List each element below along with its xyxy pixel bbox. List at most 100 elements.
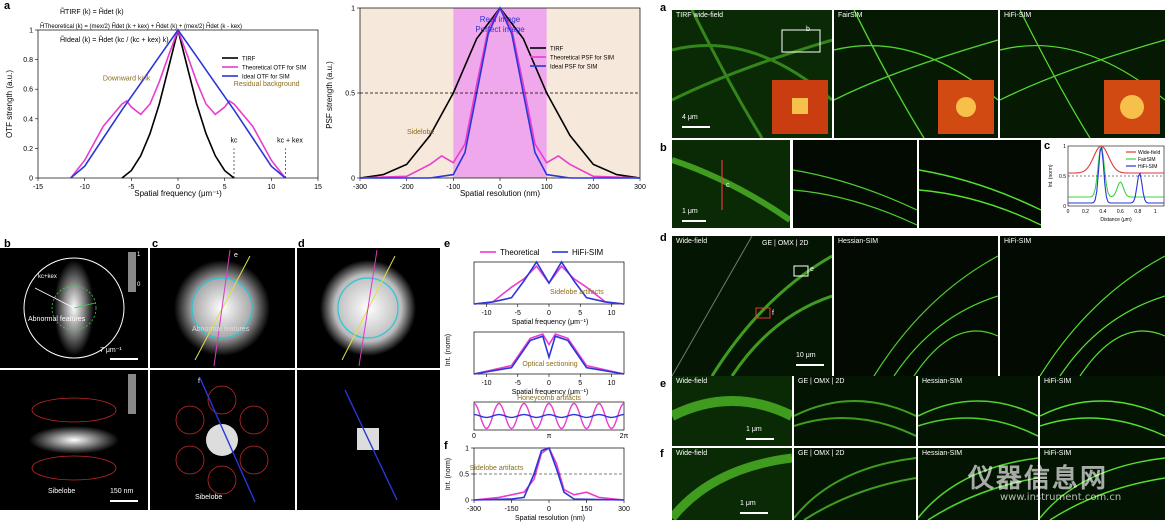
- right-label-d: d: [660, 232, 667, 244]
- e-charts: Theoretical HiFi-SIM -10 -5 0 5 10 Spatial freq…: [445, 248, 629, 440]
- legend-label: TIRF: [550, 47, 564, 53]
- c-y-tick-label: 0: [1063, 204, 1066, 210]
- x-tick-label: 100: [541, 184, 553, 191]
- annotation-downward-kink: Downward kink: [103, 75, 151, 82]
- label-f-omx: GE | OMX | 2D: [798, 450, 845, 457]
- series-line-ideal-otf-for-sim: [70, 28, 286, 179]
- y-tick-label: 0: [351, 176, 355, 183]
- c-y-label: Int. (norm): [1048, 164, 1054, 187]
- x-tick-label: -150: [504, 506, 518, 513]
- label-e-hifisim: HiFi-SIM: [1044, 378, 1072, 385]
- label-fairsim: FairSIM: [838, 12, 863, 19]
- right-label-f: f: [660, 448, 664, 460]
- c-e-marker: e: [234, 252, 238, 259]
- e3-x-tick-label: π: [547, 433, 552, 440]
- c-f-marker: f: [198, 378, 200, 385]
- label-e-widefield: Wide-field: [676, 378, 708, 385]
- x-tick-label: 15: [314, 184, 322, 191]
- series-line-theoretical-otf-for-sim: [70, 27, 286, 179]
- e3-x-tick-label: 2π: [620, 433, 629, 440]
- otf-d-image: [297, 248, 440, 368]
- series-line-theoretical: [473, 333, 625, 375]
- label-d-hifisim: HiFi-SIM: [1004, 238, 1032, 245]
- c-x-tick-label: 0.8: [1134, 209, 1141, 215]
- e2-x-label: Spatial frequency (μm⁻¹): [512, 389, 589, 396]
- c-series-wide-field: [1068, 145, 1164, 174]
- scale-bar-f: [740, 512, 768, 514]
- annotation-sidelobe: Sidelobe: [407, 129, 434, 136]
- label-d-hessian: Hessian-SIM: [838, 238, 879, 245]
- f-chart: -300 -150 0 150 300 0 0.5 1 Spatial resolution (…: [445, 446, 630, 523]
- c-x-tick-label: 0.2: [1082, 209, 1089, 215]
- y-tick-label: 0.8: [23, 57, 33, 64]
- c-x-label: Distance (μm): [1100, 217, 1132, 223]
- x-tick-label: 0: [547, 506, 551, 513]
- y-axis-label: PSF strength (a.u.): [325, 61, 334, 129]
- otf-b-image: Abnormal features kc+kex 7 μm⁻¹ 1 0: [0, 248, 148, 368]
- img-b-widefield: c 1 μm: [672, 140, 790, 228]
- c-y-tick-label: 1: [1063, 144, 1066, 150]
- x-axis-label: Spatial frequency (μm⁻¹): [134, 189, 222, 198]
- label-f-widefield: Wide-field: [676, 450, 708, 457]
- psf-chart: -300 -200 -100 0 100 200 300 0 0.5 1 Spatial resol…: [325, 6, 646, 199]
- abnormal-label-b: Abnormal features: [28, 316, 86, 323]
- c-x-tick-label: 1: [1154, 209, 1157, 215]
- colorbar-max: 1: [137, 252, 141, 258]
- c-x-tick-label: 0: [1067, 209, 1070, 215]
- c-legend-label: Wide-field: [1138, 150, 1160, 156]
- x-tick-label: -5: [515, 380, 521, 387]
- equation-tirf: H̃TIRF (k) = H̃det (k): [60, 8, 124, 16]
- x-tick-label: 300: [618, 506, 630, 513]
- label-e-hessian: Hessian-SIM: [922, 378, 963, 385]
- colorbar-min: 0: [137, 282, 141, 288]
- x-tick-label: 200: [587, 184, 599, 191]
- y-tick-label: 0.6: [23, 87, 33, 94]
- right-label-e: e: [660, 378, 667, 390]
- series-line-hifi-sim: [473, 260, 625, 305]
- x-tick-label: -10: [80, 184, 90, 191]
- x-tick-label: 10: [267, 184, 275, 191]
- x-tick-label: 0: [176, 184, 180, 191]
- d-e-marker: e: [810, 266, 814, 273]
- otf-chart: -15 -10 -5 0 5 10 15 0 0.2 0.4 0.6 0.8 1 Spatial freq…: [5, 8, 322, 198]
- f-y-label: Int. (norm): [445, 458, 452, 490]
- label-f-hessian: Hessian-SIM: [922, 450, 963, 457]
- c-legend-label: FairSIM: [1138, 157, 1156, 163]
- img-d-hifisim: HiFi-SIM: [1000, 236, 1165, 376]
- legend-label: Theoretical PSF for SIM: [550, 56, 614, 62]
- y-tick-label: 0: [465, 498, 469, 505]
- img-tirf-widefield: TIRF wide-field b 4 μm: [672, 10, 832, 138]
- psf-d-image: [297, 370, 440, 510]
- scale-bar-d: [796, 364, 824, 366]
- scale-label-e: 1 μm: [746, 426, 762, 433]
- x-tick-label: 0: [547, 310, 551, 317]
- scale-bar-e: [746, 438, 774, 440]
- equation-theoretical: H̃Theoretical (k) = (mex/2) H̃det (k + k…: [40, 23, 242, 30]
- img-b-fairsim: [793, 140, 917, 228]
- legend-label: Ideal OTF for SIM: [242, 75, 290, 81]
- annotation-kc-kex: kc + kex: [277, 137, 303, 144]
- scale-label-f: 1 μm: [740, 500, 756, 507]
- f-x-label: Spatial resolution (nm): [515, 515, 585, 522]
- y-tick-label: 1: [351, 6, 355, 13]
- sidelobe-c-label: Sibelobe: [195, 494, 223, 501]
- x-tick-label: -300: [467, 506, 481, 513]
- b-c-marker: c: [726, 182, 730, 189]
- panel-label-a: a: [4, 0, 11, 12]
- scale-label-b: 1 μm: [682, 208, 698, 215]
- watermark-url: www.instrument.com.cn: [1000, 492, 1122, 503]
- label-hifisim: HiFi-SIM: [1004, 12, 1032, 19]
- c-series-hifi-sim: [1068, 146, 1164, 204]
- e1-annotation: Sidelobe artifacts: [550, 289, 604, 296]
- legend-label: TIRF: [242, 57, 256, 63]
- e3-hifisim-line: [473, 413, 625, 419]
- x-tick-label: 5: [578, 310, 582, 317]
- panel-label-c: c: [152, 238, 159, 250]
- e2-annotation: Optical sectioning: [522, 361, 577, 368]
- y-tick-label: 1: [29, 28, 33, 35]
- legend-theoretical: Theoretical: [500, 248, 540, 257]
- e1-x-label: Spatial frequency (μm⁻¹): [512, 319, 589, 326]
- x-tick-label: 150: [581, 506, 593, 513]
- x-tick-label: 0: [498, 184, 502, 191]
